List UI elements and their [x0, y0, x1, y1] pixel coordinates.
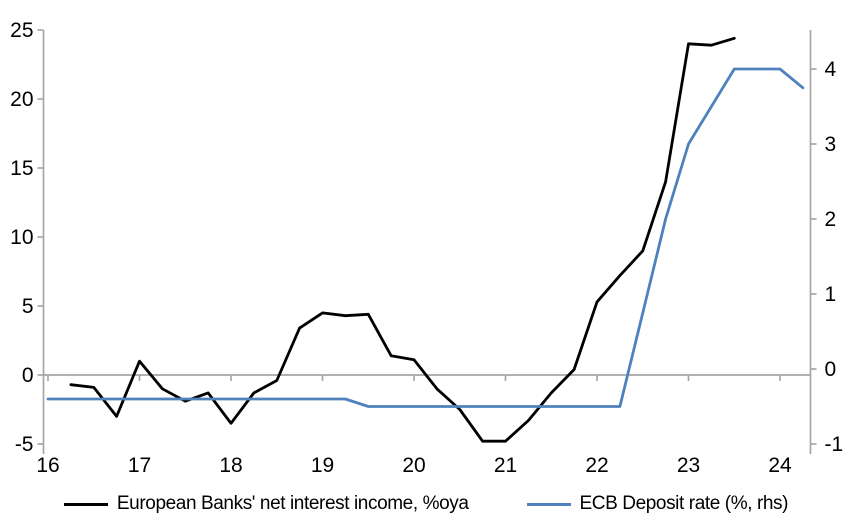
svg-text:0: 0 — [825, 358, 837, 381]
ecb-legend-label: ECB Deposit rate (%, rhs) — [579, 493, 789, 514]
svg-text:24: 24 — [768, 454, 792, 477]
svg-text:2: 2 — [825, 208, 837, 231]
svg-text:16: 16 — [36, 454, 59, 477]
nii-line-swatch — [63, 502, 108, 506]
svg-text:10: 10 — [10, 226, 33, 249]
svg-text:1: 1 — [825, 283, 837, 306]
ecb-line-swatch — [526, 502, 571, 506]
svg-text:5: 5 — [22, 295, 34, 318]
svg-text:-5: -5 — [15, 433, 34, 456]
svg-text:21: 21 — [494, 454, 517, 477]
legend-item-nii: European Banks' net interest income, %oy… — [63, 493, 469, 515]
nii-legend-label: European Banks' net interest income, %oy… — [116, 493, 469, 514]
svg-text:3: 3 — [825, 133, 837, 156]
svg-text:23: 23 — [677, 454, 700, 477]
svg-text:20: 20 — [10, 88, 33, 111]
svg-text:25: 25 — [10, 19, 33, 42]
svg-text:15: 15 — [10, 157, 33, 180]
legend-item-ecb: ECB Deposit rate (%, rhs) — [526, 493, 789, 515]
svg-text:17: 17 — [128, 454, 151, 477]
svg-text:18: 18 — [219, 454, 242, 477]
svg-text:22: 22 — [585, 454, 608, 477]
svg-text:0: 0 — [22, 364, 34, 387]
svg-text:-1: -1 — [825, 433, 844, 456]
svg-text:20: 20 — [402, 454, 425, 477]
chart-legend: European Banks' net interest income, %oy… — [0, 489, 852, 519]
svg-text:4: 4 — [825, 58, 837, 81]
svg-text:19: 19 — [311, 454, 334, 477]
